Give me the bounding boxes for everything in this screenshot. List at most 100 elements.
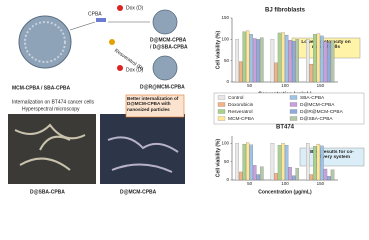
bar [277,32,282,83]
bar [316,33,321,83]
particle [152,9,178,35]
x-tick-label: 150 [317,83,325,88]
bar [309,63,314,83]
y-axis-label: Cell viability (%) [215,138,221,177]
bar [235,39,239,83]
bar [291,40,296,83]
bar [242,143,246,181]
legend-label: Doxorubicin [228,102,254,108]
y-tick-label: 0 [226,79,229,84]
particle-start [18,15,72,69]
label: Dox (D) [126,67,144,73]
bar [238,61,243,83]
legend-label: D@SBA-CPBA [300,116,333,122]
y-tick-label: 150 [221,15,229,20]
label: D@MCM-CPBA [120,189,157,195]
subtitle: Hyperspectral microscopy [22,106,80,112]
legend-swatch [289,116,298,121]
bar [306,39,310,83]
y-tick-label: 50 [224,58,230,63]
label: D@SBA-CPBA [30,189,65,195]
bar [242,31,246,83]
chart-title: BJ fibroblasts [265,8,306,14]
bar [281,143,285,181]
bar [281,32,285,83]
bar [295,168,299,181]
dox-dot [117,65,123,71]
bar [288,40,292,83]
bar [260,37,264,83]
legend-box [213,92,365,125]
cpba-icon [96,18,106,22]
callout: Better internalization of D@MCM-CPBA wit… [127,96,179,112]
bar [284,34,289,83]
y-axis-label: Cell viability (%) [215,30,221,69]
label: / D@SBA-CPBA [150,44,188,50]
link [69,21,96,31]
bar [330,169,335,181]
label: Dox (D) [126,5,144,11]
bar [291,175,296,181]
bar [270,39,275,83]
bar [327,176,331,181]
microscopy: Internalization on BT474 cancer cells Hy… [8,94,185,195]
cells [107,136,179,173]
bar [284,145,289,181]
bar [323,168,328,181]
label: MCM-CPBA / SBA-CPBA [12,85,71,91]
bar [313,146,317,181]
callout: Best results for co-delivery system [310,150,354,160]
legend-label: D@MCM-CPBA [300,102,335,108]
bar [260,166,264,181]
legend-swatch [289,109,298,114]
legend-swatch [217,116,226,121]
image-left [8,114,96,184]
bar [295,39,299,83]
y-tick-label: 100 [221,141,229,146]
legend-label: Resveratrol [228,109,253,115]
bar [253,165,257,181]
particle [152,55,178,81]
graphical-abstract: CPBA Dox (D) D@MCM-CPBA / D@SBA-CPBA Res… [8,5,365,195]
bar [274,173,278,181]
x-tick-label: 50 [247,83,253,88]
x-tick-label: 100 [281,83,289,88]
bar [277,145,282,181]
cells [14,123,86,171]
chart-title: BT474 [276,125,295,131]
bar [288,167,292,181]
legend-label: D@R@MCM-CPBA [300,109,344,115]
legend-swatch [289,95,298,100]
label: D@R@MCM-CPBA [140,84,185,90]
bar [306,143,310,181]
y-tick-label: 50 [224,159,230,164]
label: D@MCM-CPBA [150,37,187,43]
title: Internalization on BT474 cancer cells [12,99,94,105]
bar [256,174,261,181]
bar [316,143,321,181]
res-dot [109,39,115,45]
bar [320,35,324,83]
bar [320,145,324,181]
bar [235,143,239,181]
x-tick-label: 50 [247,181,253,186]
x-axis-label: Concentration (µg/mL) [258,189,312,195]
legend-label: SBA-CPBA [300,95,325,101]
bar [246,142,250,181]
legend-swatch [217,109,226,114]
legend-swatch [217,95,226,100]
bar [327,42,331,83]
x-tick-label: 100 [281,181,289,186]
y-tick-label: 0 [226,177,229,182]
bar [313,34,317,83]
legend-swatch [217,102,226,107]
scheme: CPBA Dox (D) D@MCM-CPBA / D@SBA-CPBA Res… [12,5,188,91]
bar [246,30,250,83]
bar [253,38,257,83]
bar [323,41,328,83]
x-tick-label: 150 [317,181,325,186]
bar [238,171,243,181]
bar [330,40,335,83]
bar [256,39,261,83]
label: CPBA [88,11,102,17]
